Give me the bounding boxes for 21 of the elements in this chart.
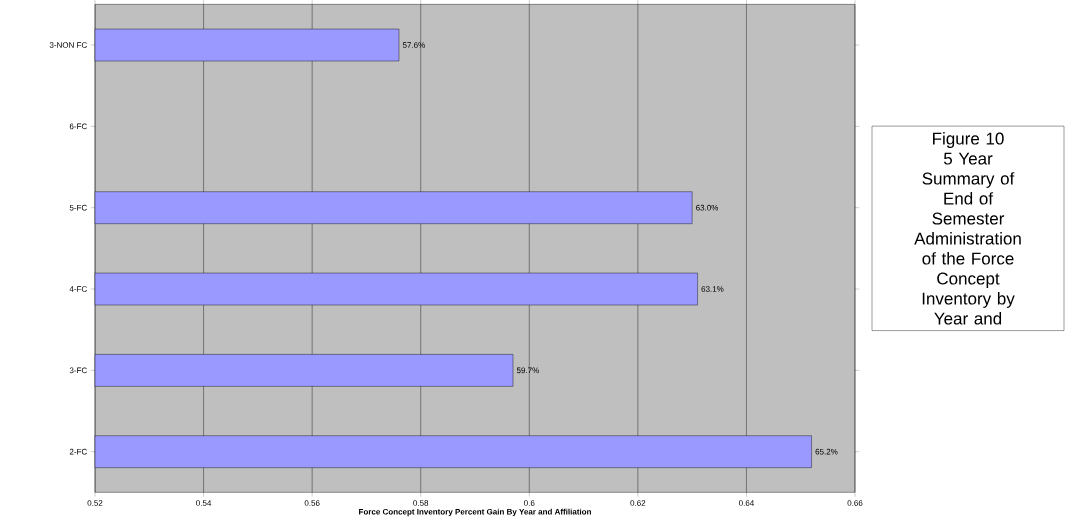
x-axis-title: Force Concept Inventory Percent Gain By Year and Affiliation [359, 508, 591, 516]
data-label: 65.2% [815, 448, 838, 455]
x-tick-label: 0.58 [413, 499, 429, 506]
y-tick-label: 3-FC [69, 367, 87, 374]
y-tick-label: 3-NON FC [49, 42, 87, 48]
x-tick-label: 0.62 [630, 499, 646, 506]
x-tick-label: 0.54 [196, 499, 212, 506]
data-label: 63.1% [701, 286, 724, 292]
x-tick-label: 0.52 [87, 499, 103, 506]
y-tick-label: 2-FC [69, 448, 87, 455]
x-tick-label: 0.6 [524, 499, 535, 506]
x-tick-label: 0.64 [738, 499, 754, 506]
y-tick-label: 5-FC [69, 204, 87, 211]
data-label: 59.7% [516, 367, 539, 374]
y-tick-label: 4-FC [69, 286, 87, 292]
data-label: 57.6% [402, 42, 425, 48]
text: Figure 10 5 Year Summary of End of Semester Administration of the Force Concept Inventory by Year and [914, 131, 1021, 325]
x-tick-label: 0.66 [847, 499, 863, 506]
y-tick-label: 6-FC [69, 123, 87, 130]
data-label: 63.0% [696, 204, 719, 211]
x-tick-label: 0.56 [304, 499, 320, 506]
